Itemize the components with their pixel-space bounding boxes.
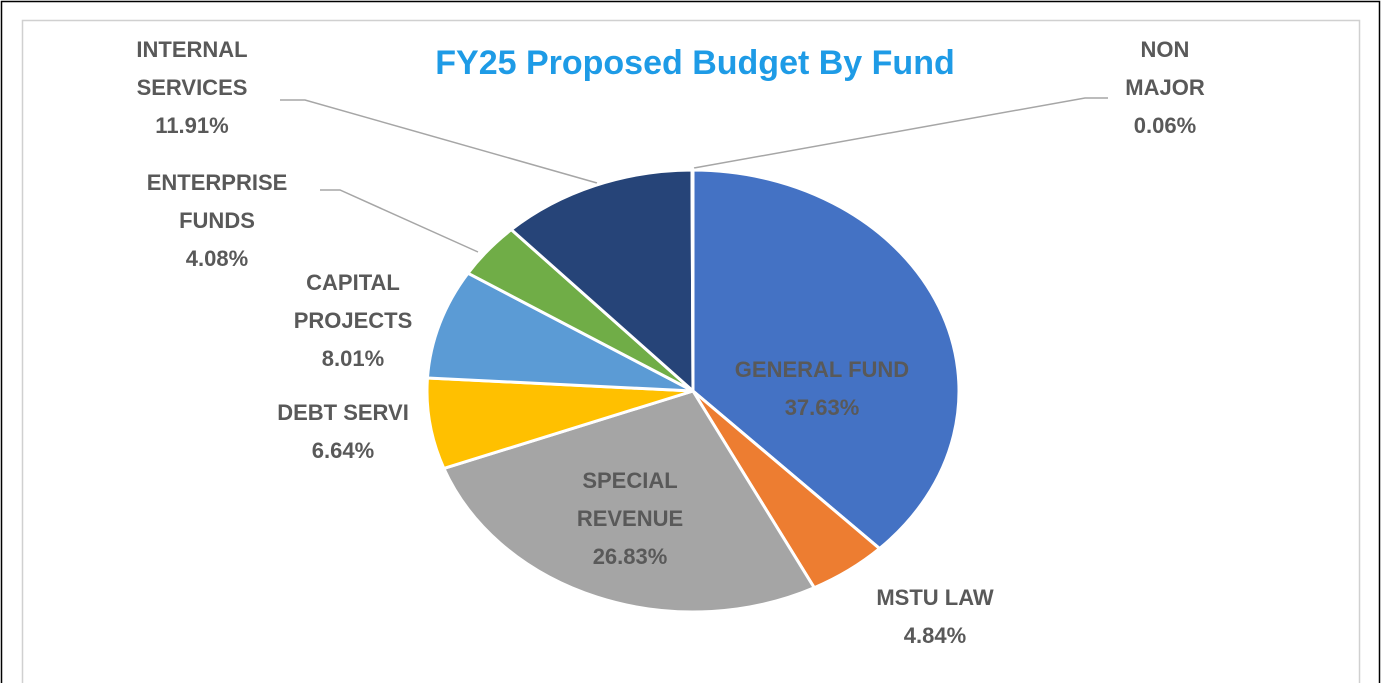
category-label: DEBT SERVI	[277, 400, 409, 425]
value-label: 8.01%	[321, 346, 385, 371]
value-label: 11.91%	[155, 113, 229, 138]
chart-title: FY25 Proposed Budget By Fund	[435, 44, 955, 82]
slice-label: ENTERPRISE FUNDS 4.08%	[132, 164, 302, 278]
pie-slice	[441, 389, 817, 614]
category-label: GENERAL FUND	[734, 357, 910, 382]
slice-label: DEBT SERVI 6.64%	[243, 394, 443, 470]
category-label: MSTU LAW	[876, 585, 994, 610]
pie-slice	[425, 271, 694, 393]
value-label: 0.06%	[1133, 113, 1197, 138]
leader-line	[693, 97, 1108, 169]
category-label: INTERNAL SERVICES	[136, 37, 248, 100]
category-label: ENTERPRISE FUNDS	[146, 170, 288, 233]
category-label: CAPITAL PROJECTS	[293, 270, 413, 333]
slice-label: GENERAL FUND 37.63%	[692, 351, 952, 427]
leader-line	[320, 189, 479, 253]
value-label: 4.08%	[185, 246, 249, 271]
chart-border	[21, 19, 1361, 683]
pie-slice	[425, 376, 694, 471]
slice-label: SPECIAL REVENUE 26.83%	[540, 462, 720, 576]
value-label: 26.83%	[592, 544, 668, 569]
category-label: SPECIAL REVENUE	[576, 468, 684, 531]
pie-slice	[508, 168, 695, 395]
pie-slice	[691, 168, 961, 551]
slice-label: NON MAJOR 0.06%	[1110, 31, 1220, 145]
value-label: 37.63%	[784, 395, 860, 420]
pie-slice	[690, 168, 695, 392]
value-label: 4.84%	[903, 623, 967, 648]
slice-label: INTERNAL SERVICES 11.91%	[97, 31, 287, 145]
leader-line	[280, 99, 598, 184]
slice-label: MSTU LAW 4.84%	[835, 579, 1035, 655]
category-label: NON MAJOR	[1125, 37, 1205, 100]
value-label: 6.64%	[311, 438, 375, 463]
slice-label: CAPITAL PROJECTS 8.01%	[268, 264, 438, 378]
